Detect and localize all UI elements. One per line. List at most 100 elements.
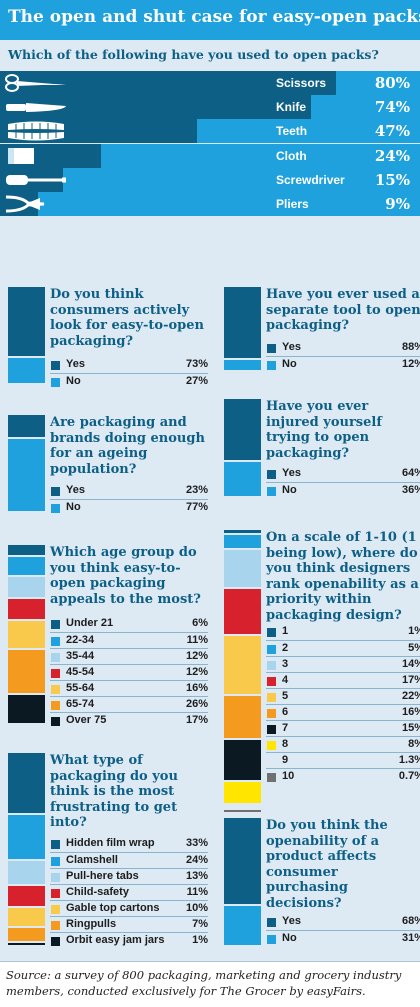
legend-row: No 36% [266,482,420,499]
legend-swatch [51,937,60,946]
tool-value: 24% [374,146,410,165]
legend-label: 10 [282,770,295,782]
legend-swatch [267,918,276,927]
legend-label: No [66,501,81,513]
tool-label: Teeth [276,124,308,139]
bar-segment [8,860,45,885]
stacked-bar [8,545,45,723]
cloth-icon [4,146,68,166]
legend-row: Pull-here tabs 13% [50,868,208,885]
source-text: Source: a survey of 800 packaging, marke… [6,968,402,998]
legend-swatch [51,653,60,662]
legend-label: Hidden film wrap [66,837,155,849]
legend-label: No [282,484,297,496]
question-text: Do you think consumers actively look for… [50,287,204,349]
tool-label: Knife [276,100,306,115]
legend-value: 10% [185,902,208,914]
tool-bar-row: Cloth 24% [0,143,420,168]
legend-swatch [51,905,60,914]
legend-row: Over 75 17% [50,712,208,729]
legend-swatch [267,470,276,479]
bar-segment [224,549,261,587]
legend-value: 11% [186,886,208,898]
legend-row: Under 21 6% [50,616,208,632]
tool-bar [0,71,336,95]
legend-swatch [51,637,60,646]
legend-value: 17% [185,714,208,726]
legend-value: 5% [408,642,420,654]
legend-value: 14% [401,658,420,670]
bar-segment [8,928,45,942]
legend-label: Clamshell [66,854,118,866]
legend-swatch [267,661,276,670]
knife-icon [4,97,68,117]
legend-label: Child-safety [66,886,129,898]
legend-label: Yes [66,484,85,496]
bar-segment [224,781,261,803]
bar-segment [224,534,261,548]
legend-swatch [51,361,60,370]
tools-question: Which of the following have you used to … [8,47,379,62]
legend-value: 36% [401,484,420,496]
legend-row: Ringpulls 7% [50,916,208,933]
bar-segment [8,886,45,907]
legend-value: 13% [185,870,208,882]
legend-swatch [51,889,60,898]
legend-value: 0.7% [398,770,420,782]
tool-label: Screwdriver [276,172,345,187]
stacked-bar [224,818,261,945]
legend-value: 26% [185,698,208,710]
legend-label: 9 [282,754,289,766]
legend-value: 27% [185,375,208,387]
legend-swatch [267,935,276,944]
legend-row: 35-44 12% [50,648,208,665]
legend-value: 6% [192,617,208,629]
tool-bar-row: Knife 74% [0,95,420,120]
tool-label: Pliers [276,197,309,211]
legend-swatch [267,677,276,686]
legend-label: 4 [282,674,289,686]
legend-row: 5 22% [266,688,420,705]
legend-value: 7% [192,918,208,930]
legend-value: 1% [408,625,420,637]
legend-label: 2 [282,642,289,654]
bar-segment [224,804,261,809]
question-text: Have you ever used a separate tool to op… [266,287,420,333]
legend-row: Orbit easy jam jars 1% [50,932,208,949]
question-text: On a scale of 1-10 (1 being low), where … [266,530,419,623]
teeth-icon [4,121,68,141]
legend-value: 12% [401,358,420,370]
bar-segment [8,694,45,723]
legend-value: 88% [401,341,420,353]
legend-label: No [66,375,81,387]
page-title: The open and shut case for easy-open pac… [8,7,420,27]
legend-row: 10 0.7% [266,768,420,785]
legend-row: No 77% [50,499,208,516]
legend-swatch [51,378,60,387]
bar-segment [8,599,45,620]
legend-value: 64% [401,467,420,479]
legend-label: Yes [282,915,301,927]
legend-row: No 12% [266,356,420,373]
legend-value: 16% [401,706,420,718]
legend-swatch [267,693,276,702]
legend-row: 7 15% [266,720,420,737]
legend-label: 1 [282,625,289,637]
legend-label: Yes [282,467,301,479]
legend-swatch [51,857,60,866]
legend-swatch [267,645,276,654]
legend-value: 22% [401,690,420,702]
legend-label: 7 [282,722,289,734]
legend-value: 1% [192,934,208,946]
legend-row: 45-54 12% [50,664,208,681]
tool-bar-row: Teeth 47% [0,119,420,144]
legend-row: Yes 88% [266,340,420,356]
legend-value: 15% [401,722,420,734]
screwdriver-icon [4,170,68,190]
legend-label: 35-44 [66,650,95,662]
legend-swatch [51,701,60,710]
legend-swatch [51,504,60,513]
legend-value: 23% [185,484,208,496]
bar-segment [224,399,261,460]
legend-swatch [51,620,60,629]
